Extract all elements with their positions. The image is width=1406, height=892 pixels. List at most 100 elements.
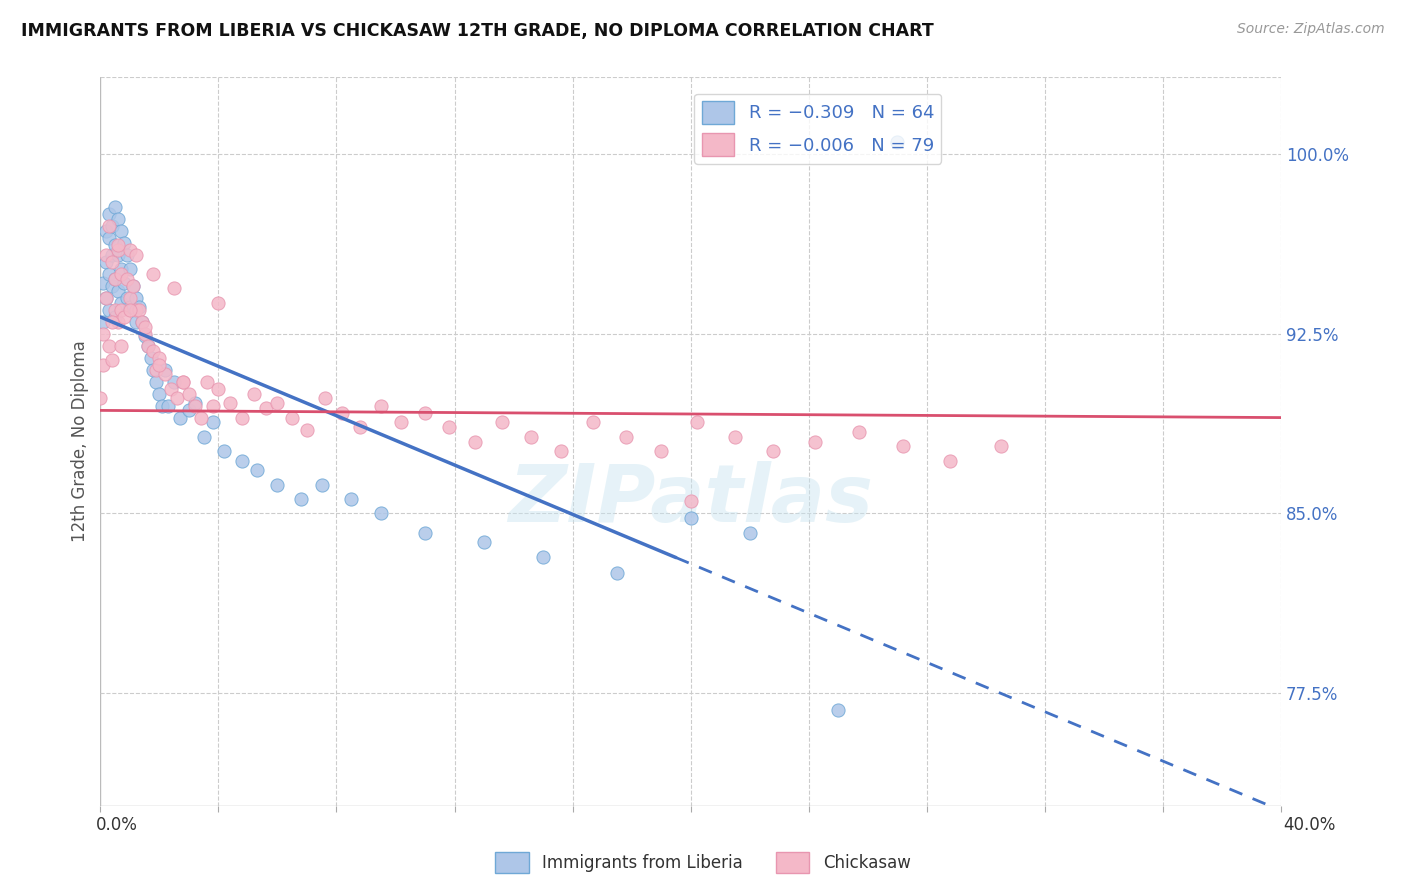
Point [101,255,124,269]
Point [169,410,191,425]
Point [91,326,114,341]
Point [413,406,436,420]
Point [125,291,148,305]
Point [172,375,194,389]
Text: 40.0%: 40.0% [1284,816,1336,834]
Point [91,315,114,329]
Point [160,382,183,396]
Point [190,410,212,425]
Point [163,281,186,295]
Point [121,278,143,293]
Point [107,211,129,226]
Point [118,262,141,277]
Point [115,291,138,305]
Point [520,430,543,444]
Point [128,301,150,315]
Point [685,416,707,430]
Point [125,315,148,329]
Point [184,399,207,413]
Point [177,403,200,417]
Point [311,477,333,491]
Point [118,301,141,315]
Point [96,224,118,238]
Point [107,243,129,257]
Point [145,375,167,389]
Point [118,243,141,257]
Point [332,406,354,420]
Point [803,434,825,449]
Point [96,248,118,262]
Point [679,494,702,508]
Point [827,703,849,717]
Point [550,444,572,458]
Text: Source: ZipAtlas.com: Source: ZipAtlas.com [1237,22,1385,37]
Point [91,358,114,372]
Point [184,396,207,410]
Point [110,224,132,238]
Point [89,392,111,406]
Point [724,430,747,444]
Point [243,386,266,401]
Point [142,343,165,358]
Text: IMMIGRANTS FROM LIBERIA VS CHICKASAW 12TH GRADE, NO DIPLOMA CORRELATION CHART: IMMIGRANTS FROM LIBERIA VS CHICKASAW 12T… [21,22,934,40]
Point [295,423,318,437]
Point [136,339,159,353]
Point [163,375,186,389]
Point [886,135,908,149]
Point [125,248,148,262]
Point [148,386,170,401]
Point [155,368,177,382]
Point [254,401,277,415]
Point [614,430,637,444]
Point [491,416,513,430]
Point [98,207,121,221]
Point [115,248,138,262]
Point [349,420,371,434]
Point [104,271,127,285]
Point [101,219,124,233]
Point [104,310,127,324]
Point [112,235,135,250]
Point [121,278,143,293]
Point [110,295,132,310]
Point [145,362,167,376]
Point [157,399,180,413]
Point [762,444,785,458]
Point [582,416,605,430]
Point [201,416,224,430]
Point [96,255,118,269]
Point [214,444,236,458]
Point [472,535,495,549]
Point [650,444,672,458]
Point [98,339,121,353]
Point [201,399,224,413]
Point [134,329,156,343]
Legend: Immigrants from Liberia, Chickasaw: Immigrants from Liberia, Chickasaw [489,846,917,880]
Point [101,315,124,329]
Point [91,277,114,291]
Point [413,525,436,540]
Point [437,420,460,434]
Point [98,267,121,281]
Point [266,396,288,410]
Point [314,392,336,406]
Point [231,453,253,467]
Point [101,248,124,262]
Point [134,326,156,341]
Point [104,302,127,317]
Point [107,284,129,298]
Point [266,477,288,491]
Point [110,302,132,317]
Point [219,396,242,410]
Point [207,295,229,310]
Point [131,315,153,329]
Text: 0.0%: 0.0% [96,816,138,834]
Point [142,362,165,376]
Point [679,511,702,525]
Point [107,315,129,329]
Point [531,549,554,564]
Point [150,399,173,413]
Point [939,453,962,467]
Point [246,463,269,477]
Legend: R = −0.309   N = 64, R = −0.006   N = 79: R = −0.309 N = 64, R = −0.006 N = 79 [695,94,942,163]
